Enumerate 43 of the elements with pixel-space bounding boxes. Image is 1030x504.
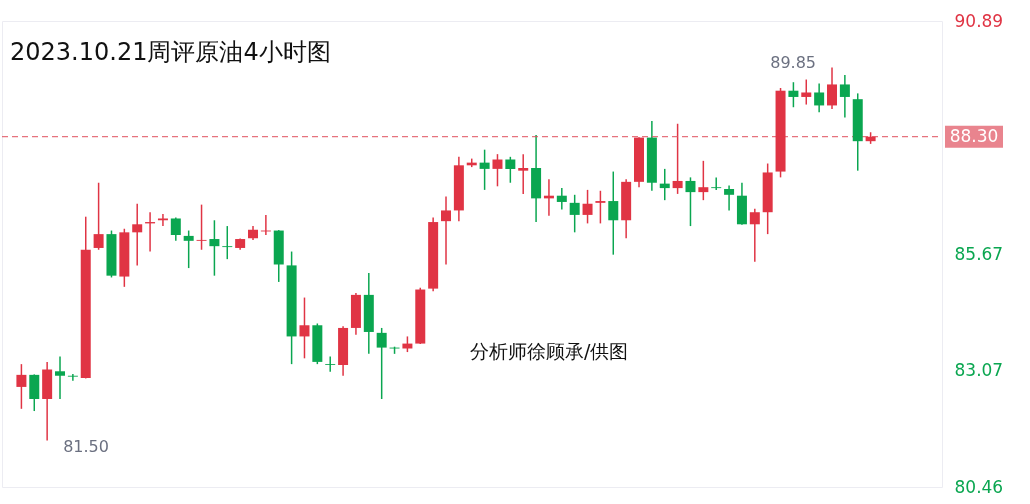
candlestick	[67, 373, 78, 382]
candlestick	[441, 195, 452, 266]
candlestick	[672, 123, 683, 195]
ref-line-label: 88.30	[949, 125, 999, 146]
candlestick	[157, 213, 168, 227]
annotation: 分析师徐顾承/供图	[470, 340, 629, 362]
candlestick	[685, 176, 696, 227]
candlestick	[183, 229, 194, 269]
candlestick	[16, 363, 27, 410]
candlestick	[93, 181, 104, 251]
candlestick	[839, 74, 850, 119]
y-tick-label: 85.67	[954, 243, 1004, 264]
y-tick-label: 90.89	[954, 10, 1004, 31]
candlestick	[749, 207, 760, 263]
candlestick	[556, 187, 567, 211]
candlestick	[55, 355, 66, 400]
candlestick	[582, 189, 593, 225]
candlestick	[711, 176, 722, 191]
candlestick	[376, 327, 387, 400]
y-tick-label: 80.46	[954, 476, 1004, 497]
annotation: 89.85	[770, 53, 817, 73]
candlestick	[569, 194, 580, 234]
candlestick	[325, 355, 336, 373]
candlestick	[698, 160, 709, 201]
candlestick	[299, 296, 310, 360]
y-tick-label: 83.07	[954, 359, 1004, 380]
candlestick	[222, 225, 233, 260]
annotation: 81.50	[63, 436, 109, 456]
candlestick	[492, 153, 503, 188]
candlestick	[505, 156, 516, 184]
candlestick	[814, 82, 825, 113]
candlestick	[827, 66, 838, 110]
candlestick	[196, 203, 207, 251]
candlestick	[518, 153, 529, 195]
candlestick	[132, 202, 143, 267]
candlestick	[801, 78, 812, 106]
candlestick	[595, 190, 606, 225]
candlestick	[608, 170, 619, 256]
candlestick	[724, 184, 735, 212]
text: 2023.10.21周评原油4小时图	[10, 38, 331, 66]
candlestick	[788, 81, 799, 108]
candlestick	[479, 148, 490, 191]
candlestick	[209, 219, 220, 277]
